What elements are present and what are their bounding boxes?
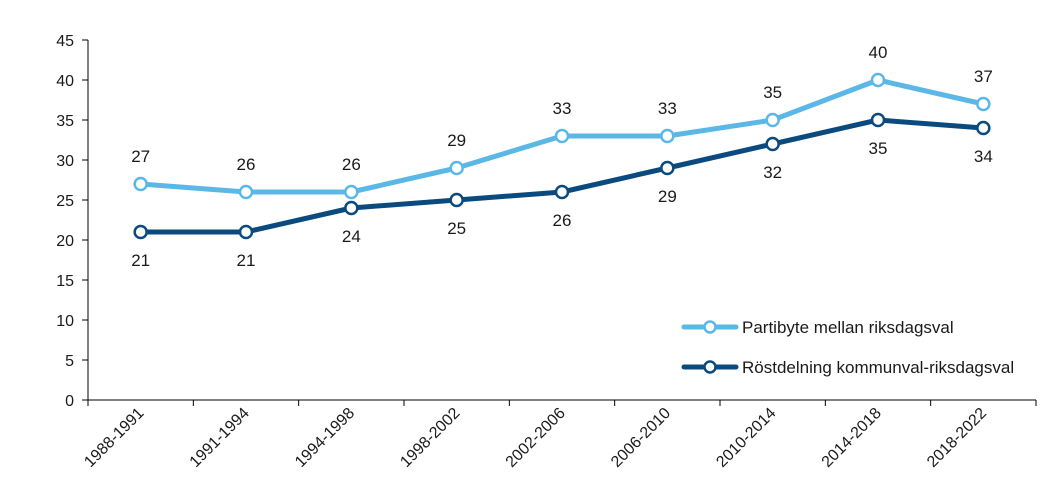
data-label: 25 <box>447 219 466 238</box>
x-tick-label: 1994-1998 <box>292 405 358 471</box>
y-tick-label: 25 <box>56 193 74 210</box>
y-tick-label: 0 <box>65 393 74 410</box>
data-label: 29 <box>447 131 466 150</box>
y-tick-label: 10 <box>56 313 74 330</box>
data-label: 21 <box>237 251 256 270</box>
legend-item: Partibyte mellan riksdagsval <box>681 318 954 337</box>
data-label: 29 <box>658 187 677 206</box>
data-label: 24 <box>342 227 361 246</box>
data-point <box>870 112 886 128</box>
data-label: 34 <box>974 147 993 166</box>
data-label: 32 <box>763 163 782 182</box>
data-label: 35 <box>869 139 888 158</box>
x-tick-label: 2006-2010 <box>608 405 674 471</box>
x-tick-label: 2010-2014 <box>713 405 779 471</box>
y-tick-label: 35 <box>56 113 74 130</box>
y-axis-ticks: 0 5 10 15 20 25 30 35 40 45 <box>56 33 88 410</box>
x-tick-label: 1991-1994 <box>187 405 253 471</box>
data-label: 21 <box>131 251 150 270</box>
data-label: 40 <box>869 43 888 62</box>
legend: Partibyte mellan riksdagsval Röstdelning … <box>681 318 1014 377</box>
series-1: 27 26 26 29 33 33 35 40 37 <box>131 43 993 200</box>
data-point <box>133 224 148 240</box>
series-2: 21 21 24 25 26 29 32 35 34 <box>131 112 993 270</box>
data-label: 33 <box>658 99 677 118</box>
data-point <box>449 160 464 176</box>
x-tick-label: 2014-2018 <box>819 405 885 471</box>
data-point <box>554 128 570 144</box>
data-point <box>976 120 991 136</box>
legend-swatch-marker <box>703 320 717 334</box>
data-point <box>660 128 675 144</box>
data-point <box>133 176 148 192</box>
data-label: 26 <box>237 155 256 174</box>
data-point <box>765 112 780 128</box>
y-tick-label: 45 <box>56 33 74 50</box>
data-point <box>238 184 254 200</box>
x-tick-label: 2018-2022 <box>924 405 990 471</box>
data-label: 27 <box>131 147 150 166</box>
data-label: 37 <box>974 67 993 86</box>
data-point <box>238 224 254 240</box>
legend-label: Röstdelning kommunval-riksdagsval <box>742 358 1014 377</box>
data-point <box>344 184 359 200</box>
data-point <box>344 200 359 216</box>
data-label: 26 <box>553 211 572 230</box>
data-point <box>976 96 991 112</box>
data-label: 35 <box>763 83 782 102</box>
x-tick-label: 1998-2002 <box>397 405 463 471</box>
data-label: 26 <box>342 155 361 174</box>
y-tick-label: 5 <box>65 353 74 370</box>
data-point <box>554 184 570 200</box>
data-point <box>660 160 675 176</box>
y-tick-label: 20 <box>56 233 74 250</box>
legend-swatch-marker <box>703 360 717 374</box>
legend-item: Röstdelning kommunval-riksdagsval <box>681 358 1014 377</box>
data-label: 33 <box>553 99 572 118</box>
x-tick-label: 2002-2006 <box>503 405 569 471</box>
y-tick-label: 40 <box>56 73 74 90</box>
x-axis-ticks: 1988-1991 1991-1994 1994-1998 1998-2002 2002… <box>81 400 1037 471</box>
y-tick-label: 30 <box>56 153 74 170</box>
data-point <box>449 192 464 208</box>
data-point <box>765 136 780 152</box>
x-tick-label: 1988-1991 <box>81 405 147 471</box>
legend-label: Partibyte mellan riksdagsval <box>742 318 954 337</box>
series-layer: 27 26 26 29 33 33 35 40 37 21 21 24 25 26 29 32 35 34 <box>131 43 993 270</box>
y-tick-label: 15 <box>56 273 74 290</box>
data-point <box>870 72 886 88</box>
